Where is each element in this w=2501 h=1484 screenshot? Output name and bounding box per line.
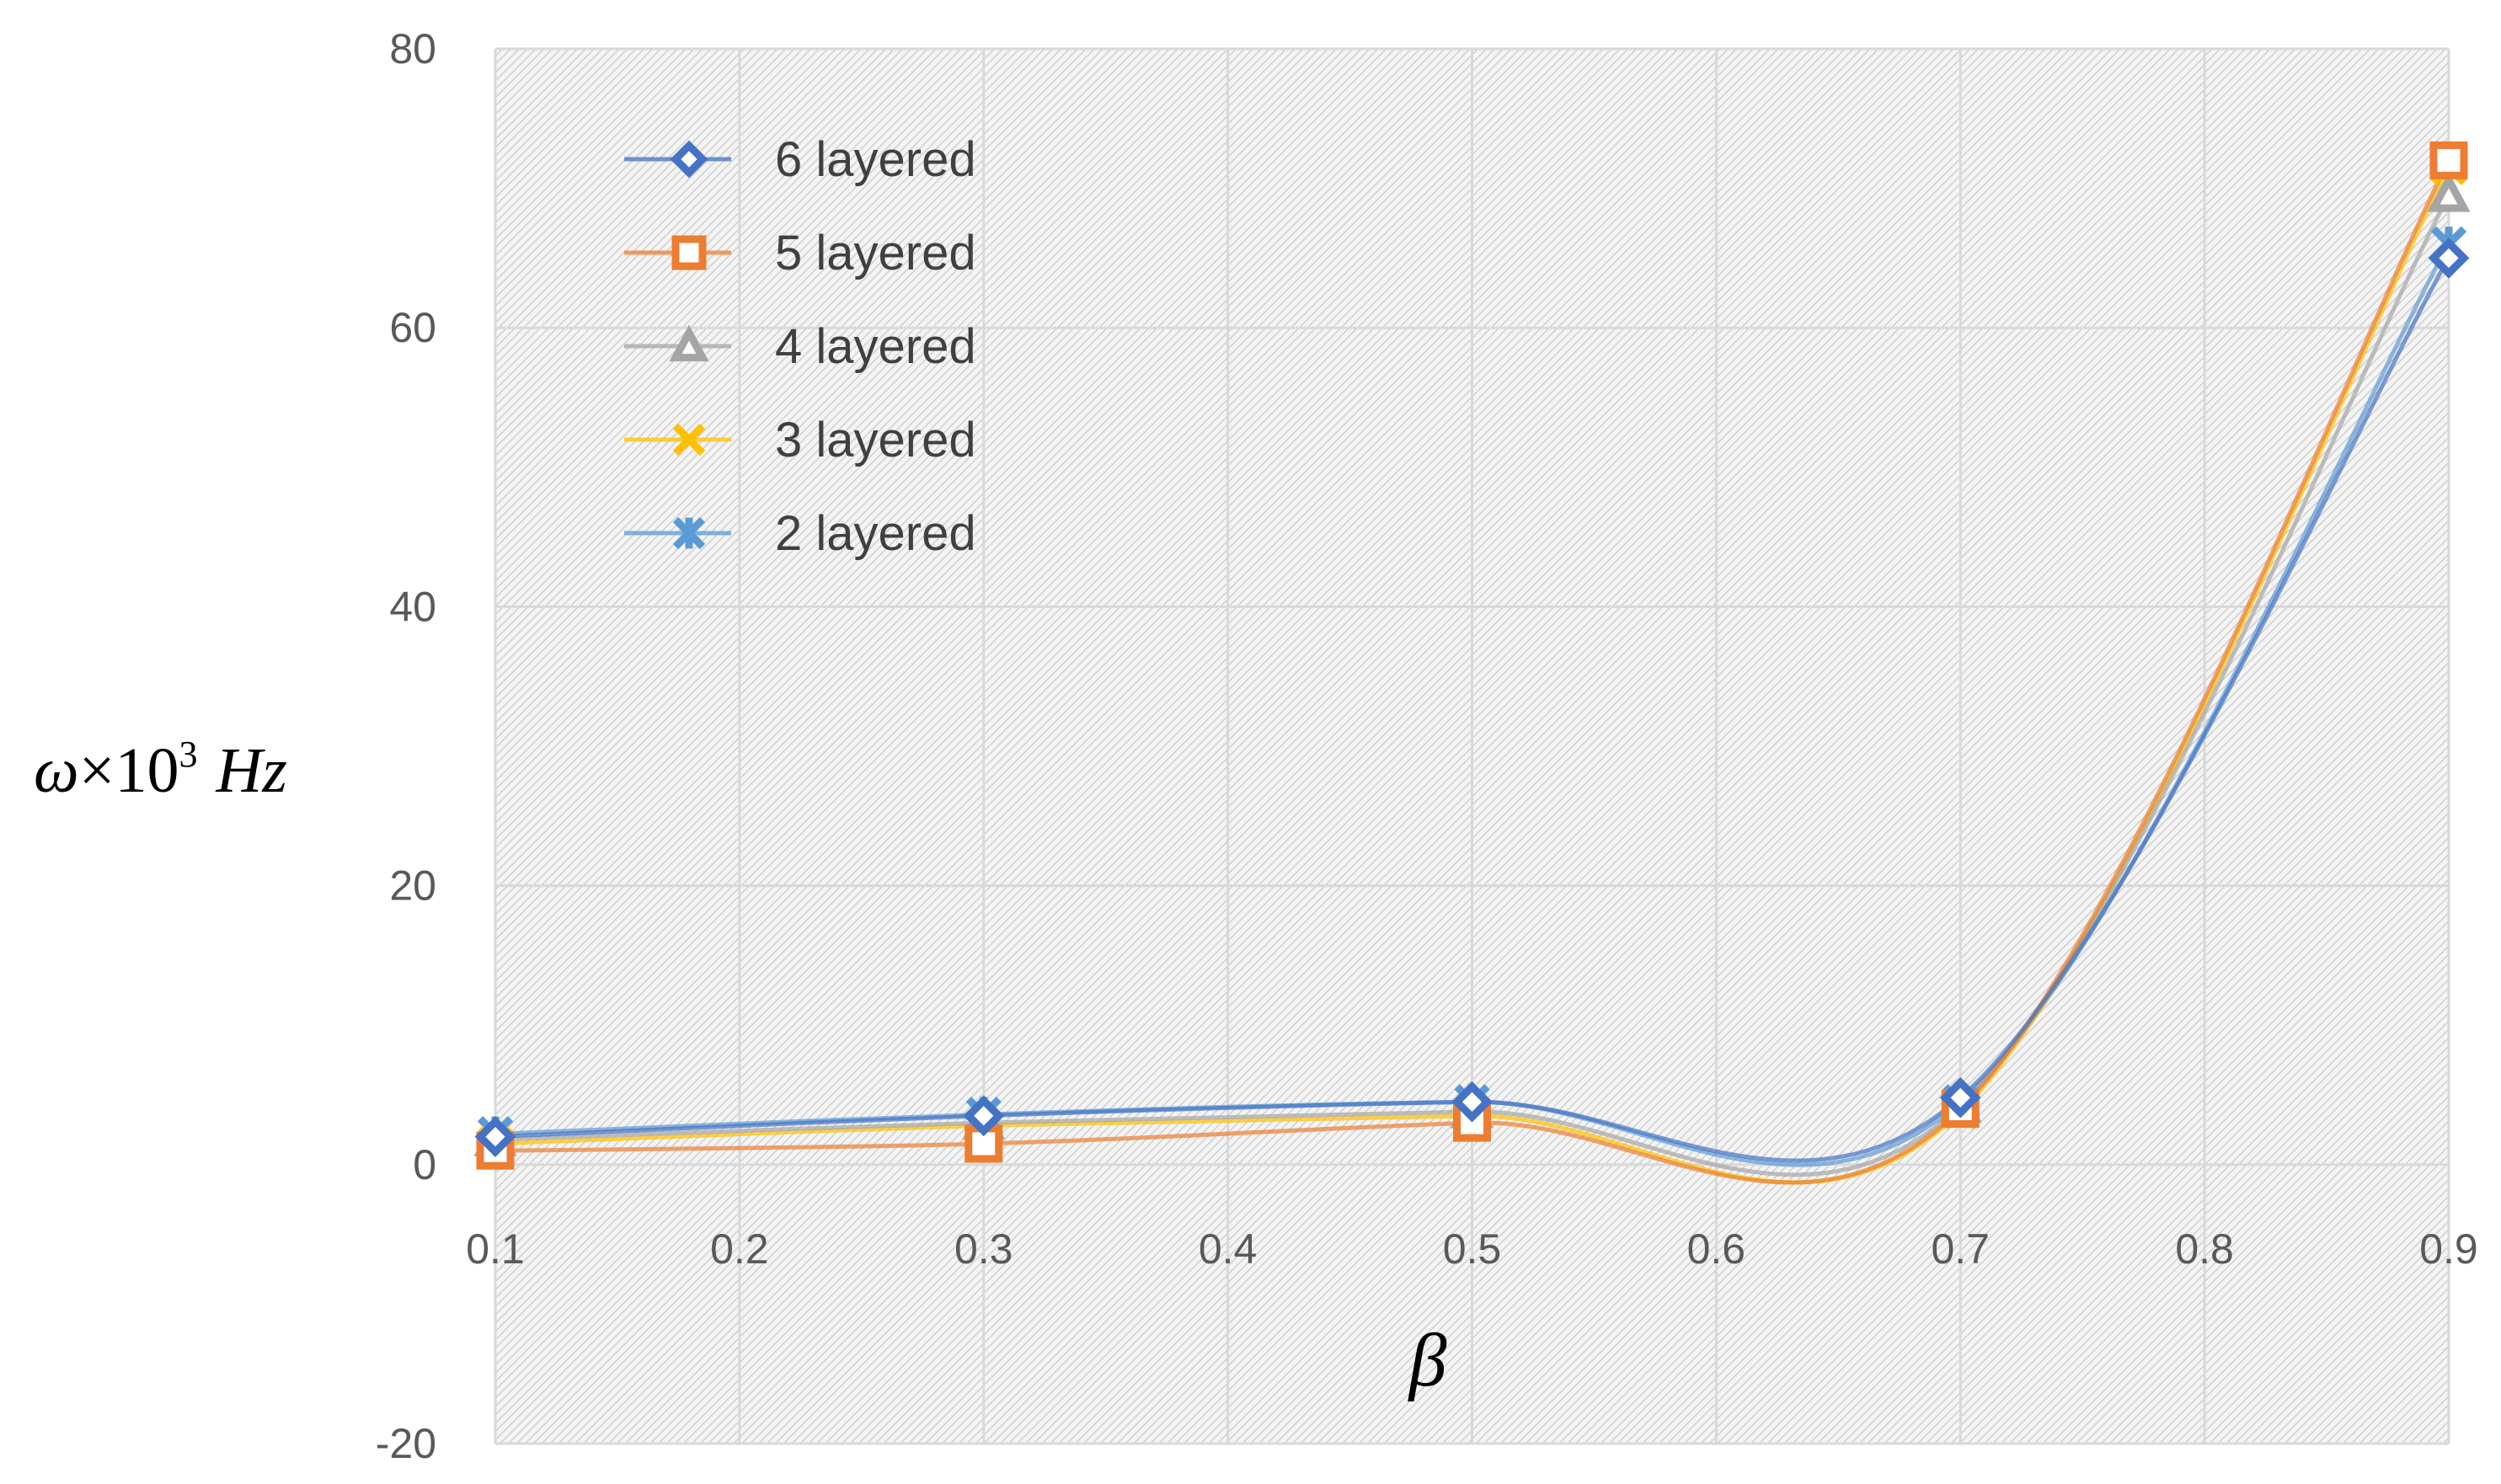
- x-axis-ticks: 0.1 0.2 0.3 0.4 0.5 0.6 0.7 0.8 0.9: [466, 1225, 2478, 1273]
- data-point: [2427, 172, 2471, 212]
- series-line: [494, 166, 2451, 1185]
- y-tick-label: 40: [389, 583, 436, 630]
- y-axis-ticks: 80 60 40 20 0 -20: [376, 25, 436, 1467]
- legend-label: 6 layered: [775, 132, 976, 187]
- series-line: [494, 194, 2451, 1177]
- legend-item: 2 layered: [624, 506, 976, 561]
- legend-item: 5 layered: [624, 226, 976, 280]
- series-markers: [473, 141, 2471, 1170]
- data-point: [2428, 238, 2470, 279]
- series-line: [494, 257, 2451, 1163]
- legend: 6 layered 5 layered 4 layered 3 layered 2 la…: [624, 132, 976, 561]
- y-tick-label: -20: [376, 1420, 436, 1467]
- series-lines: [494, 159, 2451, 1185]
- legend-label: 2 layered: [775, 506, 976, 561]
- y-axis-title: ω×103 Hz: [34, 734, 287, 806]
- series-line: [494, 159, 2451, 1185]
- x-tick-label: 0.6: [1687, 1225, 1746, 1273]
- legend-marker: [672, 423, 706, 456]
- x-axis-title: β: [1408, 1319, 1447, 1402]
- x-tick-label: 0.8: [2175, 1225, 2234, 1273]
- x-tick-label: 0.1: [466, 1225, 525, 1273]
- grid: [494, 47, 2450, 1445]
- x-tick-label: 0.3: [954, 1225, 1013, 1273]
- y-axis-title-base: 10: [115, 735, 179, 806]
- y-axis-title-times: ×: [79, 735, 115, 806]
- legend-marker: [669, 324, 709, 362]
- legend-item: 6 layered: [624, 132, 976, 187]
- y-axis-title-unit: Hz: [216, 735, 287, 806]
- y-tick-label: 0: [413, 1141, 436, 1188]
- legend-label: 5 layered: [775, 226, 976, 280]
- y-tick-label: 80: [389, 25, 436, 72]
- x-tick-label: 0.2: [710, 1225, 769, 1273]
- x-tick-label: 0.7: [1931, 1225, 1990, 1273]
- legend-item: 4 layered: [624, 319, 976, 374]
- y-tick-label: 20: [389, 862, 436, 910]
- x-tick-label: 0.4: [1199, 1225, 1258, 1273]
- data-point: [963, 1095, 1005, 1137]
- y-axis-title-symbol: ω: [34, 735, 79, 806]
- legend-label: 4 layered: [775, 319, 976, 374]
- y-axis-title-exponent: 3: [179, 734, 198, 775]
- legend-marker: [671, 235, 707, 270]
- legend-marker: [670, 140, 708, 179]
- legend-item: 3 layered: [624, 413, 976, 467]
- data-point: [2429, 141, 2468, 179]
- data-point: [474, 1116, 516, 1158]
- data-point: [1453, 1103, 1491, 1142]
- legend-marker: [672, 516, 706, 550]
- data-point: [1451, 1081, 1493, 1123]
- x-tick-label: 0.5: [1443, 1225, 1502, 1273]
- x-tick-label: 0.9: [2419, 1225, 2478, 1273]
- legend-label: 3 layered: [775, 413, 976, 467]
- y-tick-label: 60: [389, 304, 436, 351]
- data-point: [1939, 1076, 1981, 1118]
